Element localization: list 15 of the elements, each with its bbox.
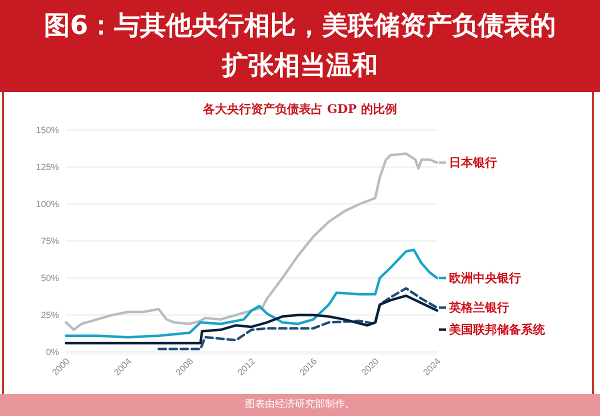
legend-label: 美国联邦储备系统: [448, 322, 546, 337]
legend-label: 英格兰银行: [448, 300, 509, 315]
y-tick-label: 100%: [36, 198, 59, 209]
legend-label: 日本银行: [449, 156, 497, 170]
legend-label: 欧洲中央银行: [449, 271, 521, 285]
chart-title: 图6：与其他央行相比，美联储资产负债表的扩张相当温和: [0, 0, 600, 92]
y-tick-label: 150%: [36, 124, 59, 135]
y-tick-label: 50%: [40, 272, 59, 283]
chart-subtitle: 各大央行资产负债表占 GDP 的比例: [202, 102, 398, 116]
y-tick-label: 0%: [46, 346, 59, 357]
text: 图表由经济研究部制作。: [0, 394, 600, 416]
y-tick-label: 75%: [40, 236, 59, 246]
line-series: [64, 294, 438, 344]
y-tick-label: 25%: [40, 310, 59, 320]
y-tick-label: 125%: [36, 162, 59, 172]
